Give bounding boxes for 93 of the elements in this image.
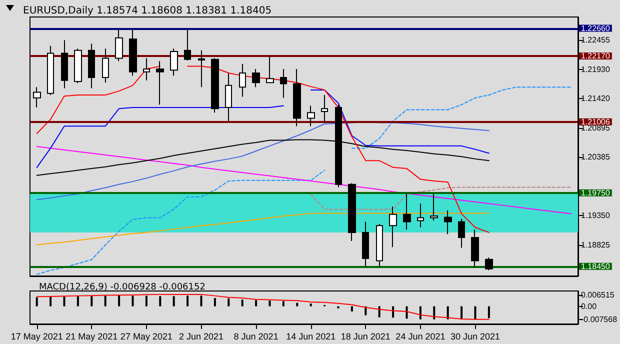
bar (488, 306, 490, 318)
bar (145, 296, 148, 306)
bar (63, 296, 66, 306)
y-tick-label: 0.00 (581, 302, 598, 311)
bar (310, 304, 312, 306)
y-tick-label: -0.007568 (581, 314, 618, 324)
ref-line-label: 1.22170 (581, 52, 610, 61)
bar (433, 306, 436, 320)
bar (419, 306, 422, 320)
candlestick (485, 256, 493, 271)
y-tick-label: 1.22455 (581, 35, 610, 44)
bar (474, 306, 476, 320)
x-tick-label: 27 May 2021 (120, 332, 172, 342)
candlestick (225, 73, 232, 122)
bar (118, 295, 120, 306)
candlestick (417, 203, 424, 228)
y-tick-label: 1.21930 (581, 65, 610, 74)
bar (172, 296, 175, 306)
candlestick (403, 194, 411, 230)
y-tick-label: 1.20385 (581, 152, 610, 162)
bar (104, 296, 106, 306)
line-series (310, 186, 572, 210)
candlestick (47, 45, 54, 96)
x-tick-label: 2 Jun 2021 (178, 332, 224, 342)
candlestick (293, 68, 301, 127)
y-tick-label: 1.18825 (581, 240, 610, 250)
y-tick-label: 0.006515 (581, 290, 615, 300)
candlestick (471, 229, 479, 268)
candlestick (184, 30, 191, 62)
x-tick-label: 24 Jun 2021 (396, 332, 446, 342)
candlestick (389, 206, 397, 248)
bar (50, 296, 52, 306)
candlestick (239, 63, 246, 98)
candlestick (458, 218, 465, 248)
bar (76, 296, 79, 306)
bar (282, 301, 284, 306)
bar (214, 298, 216, 306)
bar (186, 296, 189, 306)
candlestick (362, 221, 369, 267)
y-tick-label: 1.19350 (581, 210, 610, 220)
bar (255, 300, 258, 306)
candlestick (156, 60, 164, 106)
y-tick-label: 1.20895 (581, 124, 610, 133)
bar (296, 302, 298, 306)
candlestick (280, 68, 287, 98)
line-series (36, 122, 490, 200)
candlestick (307, 105, 315, 127)
bar (228, 298, 230, 306)
bar (132, 296, 134, 306)
bar (36, 297, 38, 306)
line-series (36, 146, 572, 214)
x-tick-label: 17 May 2021 (10, 332, 63, 342)
x-tick-label: 14 Jun 2021 (286, 332, 336, 342)
candlestick (33, 86, 41, 108)
bar (268, 300, 271, 306)
candlestick (129, 28, 137, 76)
candlestick (115, 28, 123, 62)
candlestick (430, 194, 438, 222)
y-tick-label: 1.21420 (581, 94, 610, 103)
bar (460, 306, 463, 320)
candlestick (444, 210, 452, 235)
bar (159, 296, 162, 306)
candlestick (170, 48, 178, 76)
bar (446, 306, 449, 320)
candlestick (143, 58, 150, 81)
x-tick-label: 30 Jun 2021 (450, 332, 500, 342)
bar (241, 300, 244, 306)
ref-line-label: 1.21006 (581, 117, 610, 126)
x-tick-label: 18 Jun 2021 (340, 332, 390, 342)
ref-line-label: 1.22660 (581, 24, 610, 33)
candlestick (61, 40, 68, 89)
candlestick (376, 223, 383, 267)
line-series (36, 212, 490, 246)
bar (350, 306, 353, 312)
candlestick (102, 48, 109, 84)
ref-line-label: 1.18450 (581, 262, 610, 271)
bar (90, 296, 93, 306)
ref-line-label: 1.19750 (581, 188, 610, 198)
x-tick-label: 8 Jun 2021 (234, 332, 278, 342)
candlestick (252, 68, 260, 88)
candlestick (198, 50, 205, 88)
chart-title: MACD(12,26,9) -0.006928 -0.006152 (39, 282, 206, 292)
candlestick (74, 48, 82, 84)
candlestick (266, 56, 274, 84)
bar (378, 306, 380, 318)
line-series (36, 294, 490, 320)
candlestick (321, 94, 328, 123)
candlestick (211, 58, 219, 114)
candlestick (348, 182, 356, 242)
bar (200, 296, 202, 306)
candlestick (88, 43, 95, 89)
x-tick-label: 21 May 2021 (66, 332, 118, 342)
chart-title: EURUSD,Daily 1.18574 1.18608 1.18381 1.18405 (23, 6, 272, 16)
